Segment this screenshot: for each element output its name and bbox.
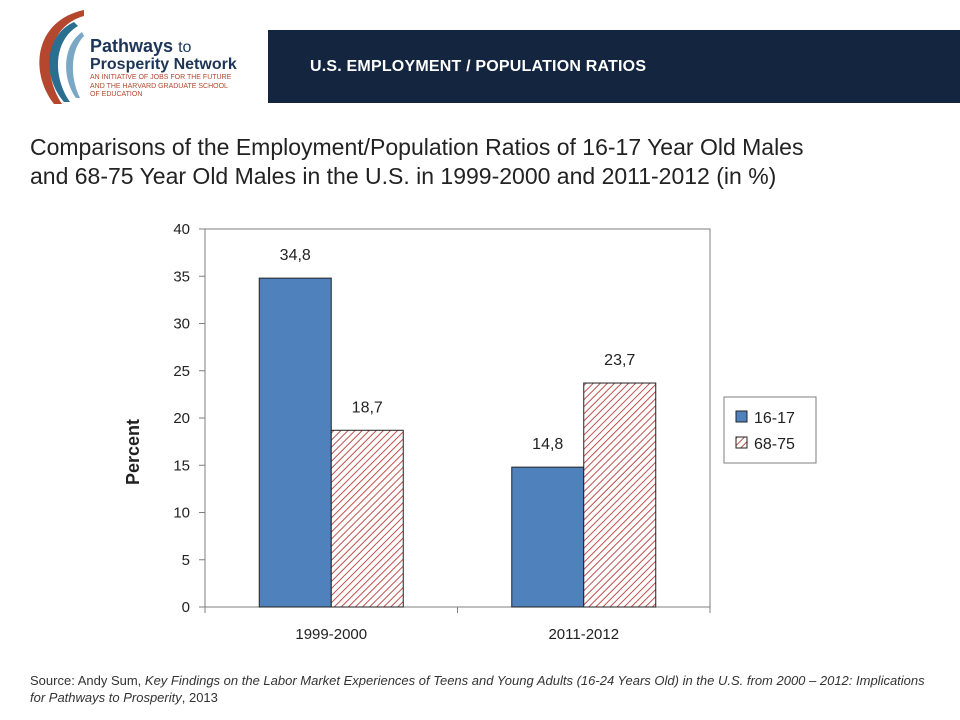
bar-68-75 <box>583 382 657 608</box>
data-label: 34,8 <box>280 247 311 264</box>
slide-title-line1: Comparisons of the Employment/Population… <box>30 134 804 160</box>
y-tick-label: 10 <box>173 505 190 522</box>
logo-tagline: AN INITIATIVE OF JOBS FOR THE FUTURE AND… <box>90 74 232 98</box>
y-axis-title: Percent <box>123 419 143 485</box>
y-tick-label: 35 <box>173 268 190 285</box>
data-label: 23,7 <box>604 352 635 369</box>
logo-text-line2: Prosperity Network <box>90 56 237 73</box>
legend <box>723 396 817 464</box>
y-tick-label: 20 <box>173 410 190 427</box>
slide-title-line2: and 68-75 Year Old Males in the U.S. in … <box>30 163 777 189</box>
header-title: U.S. EMPLOYMENT / POPULATION RATIOS <box>310 58 647 75</box>
logo-arc-icon <box>39 10 84 104</box>
x-tick-label: 1999-2000 <box>295 626 367 643</box>
legend-swatch-16-17 <box>735 410 748 423</box>
logo: Pathways to Prosperity Network AN INITIA… <box>0 0 268 106</box>
source-title: Key Findings on the Labor Market Experie… <box>30 673 925 705</box>
x-tick-label: 2011-2012 <box>548 626 619 643</box>
logo-text-line1: Pathways to <box>90 36 192 56</box>
legend-label: 16-17 <box>754 410 795 427</box>
bar-16-17 <box>511 466 585 608</box>
bar-68-75 <box>330 429 404 608</box>
y-tick-label: 15 <box>173 457 190 474</box>
y-tick-label: 30 <box>173 316 190 333</box>
legend-swatch-68-75 <box>735 436 748 449</box>
slide-title: Comparisons of the Employment/Population… <box>30 133 950 191</box>
bar-16-17 <box>258 277 332 608</box>
legend-label: 68-75 <box>754 436 795 453</box>
y-tick-label: 40 <box>173 221 190 238</box>
y-tick-label: 0 <box>182 599 190 616</box>
y-tick-label: 25 <box>173 363 190 380</box>
y-tick-label: 5 <box>182 552 190 569</box>
source-note: Source: Andy Sum, Key Findings on the La… <box>30 673 925 705</box>
data-label: 18,7 <box>352 399 383 416</box>
data-label: 14,8 <box>532 436 563 453</box>
